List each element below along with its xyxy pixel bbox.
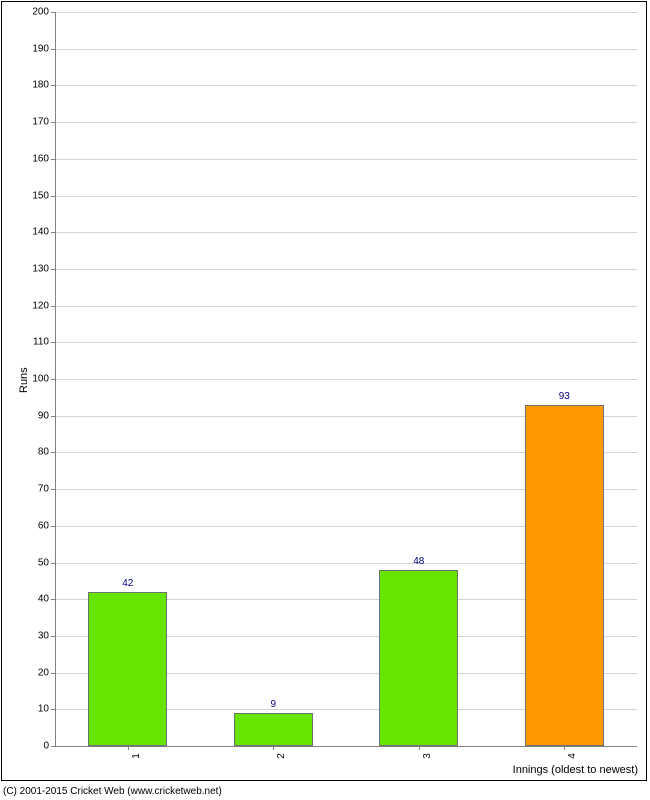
xtick-mark	[564, 746, 565, 750]
xtick-label: 2	[276, 753, 287, 759]
gridline	[55, 12, 637, 13]
gridline	[55, 342, 637, 343]
ytick-label: 0	[27, 741, 49, 752]
bar	[525, 405, 604, 746]
ytick-label: 170	[27, 117, 49, 128]
xtick-label: 4	[567, 753, 578, 759]
xtick-mark	[128, 746, 129, 750]
ytick-label: 200	[27, 7, 49, 18]
ytick-label: 20	[27, 667, 49, 678]
gridline	[55, 85, 637, 86]
ytick-label: 80	[27, 447, 49, 458]
gridline	[55, 232, 637, 233]
gridline	[55, 122, 637, 123]
gridline	[55, 196, 637, 197]
gridline	[55, 379, 637, 380]
copyright-text: (C) 2001-2015 Cricket Web (www.cricketwe…	[3, 786, 222, 797]
x-axis-title: Innings (oldest to newest)	[513, 764, 638, 776]
ytick-label: 70	[27, 484, 49, 495]
x-axis-line	[55, 746, 637, 747]
bar	[88, 592, 167, 746]
bar-value-label: 93	[559, 391, 570, 402]
ytick-label: 160	[27, 153, 49, 164]
ytick-label: 50	[27, 557, 49, 568]
xtick-mark	[419, 746, 420, 750]
ytick-label: 140	[27, 227, 49, 238]
ytick-label: 150	[27, 190, 49, 201]
bar-value-label: 9	[270, 699, 276, 710]
ytick-label: 130	[27, 263, 49, 274]
ytick-label: 90	[27, 410, 49, 421]
xtick-label: 1	[131, 753, 142, 759]
ytick-label: 30	[27, 630, 49, 641]
ytick-label: 120	[27, 300, 49, 311]
ytick-label: 110	[27, 337, 49, 348]
xtick-label: 3	[422, 753, 433, 759]
ytick-label: 10	[27, 704, 49, 715]
ytick-label: 60	[27, 520, 49, 531]
y-axis-line	[55, 12, 56, 746]
gridline	[55, 306, 637, 307]
xtick-mark	[273, 746, 274, 750]
bar	[234, 713, 313, 746]
bar-value-label: 42	[122, 578, 133, 589]
gridline	[55, 49, 637, 50]
ytick-label: 100	[27, 374, 49, 385]
ytick-label: 180	[27, 80, 49, 91]
plot-area	[55, 12, 637, 746]
gridline	[55, 159, 637, 160]
ytick-label: 40	[27, 594, 49, 605]
bar-value-label: 48	[413, 556, 424, 567]
gridline	[55, 269, 637, 270]
ytick-label: 190	[27, 43, 49, 54]
bar	[379, 570, 458, 746]
chart-container: Runs Innings (oldest to newest) (C) 2001…	[0, 0, 650, 800]
